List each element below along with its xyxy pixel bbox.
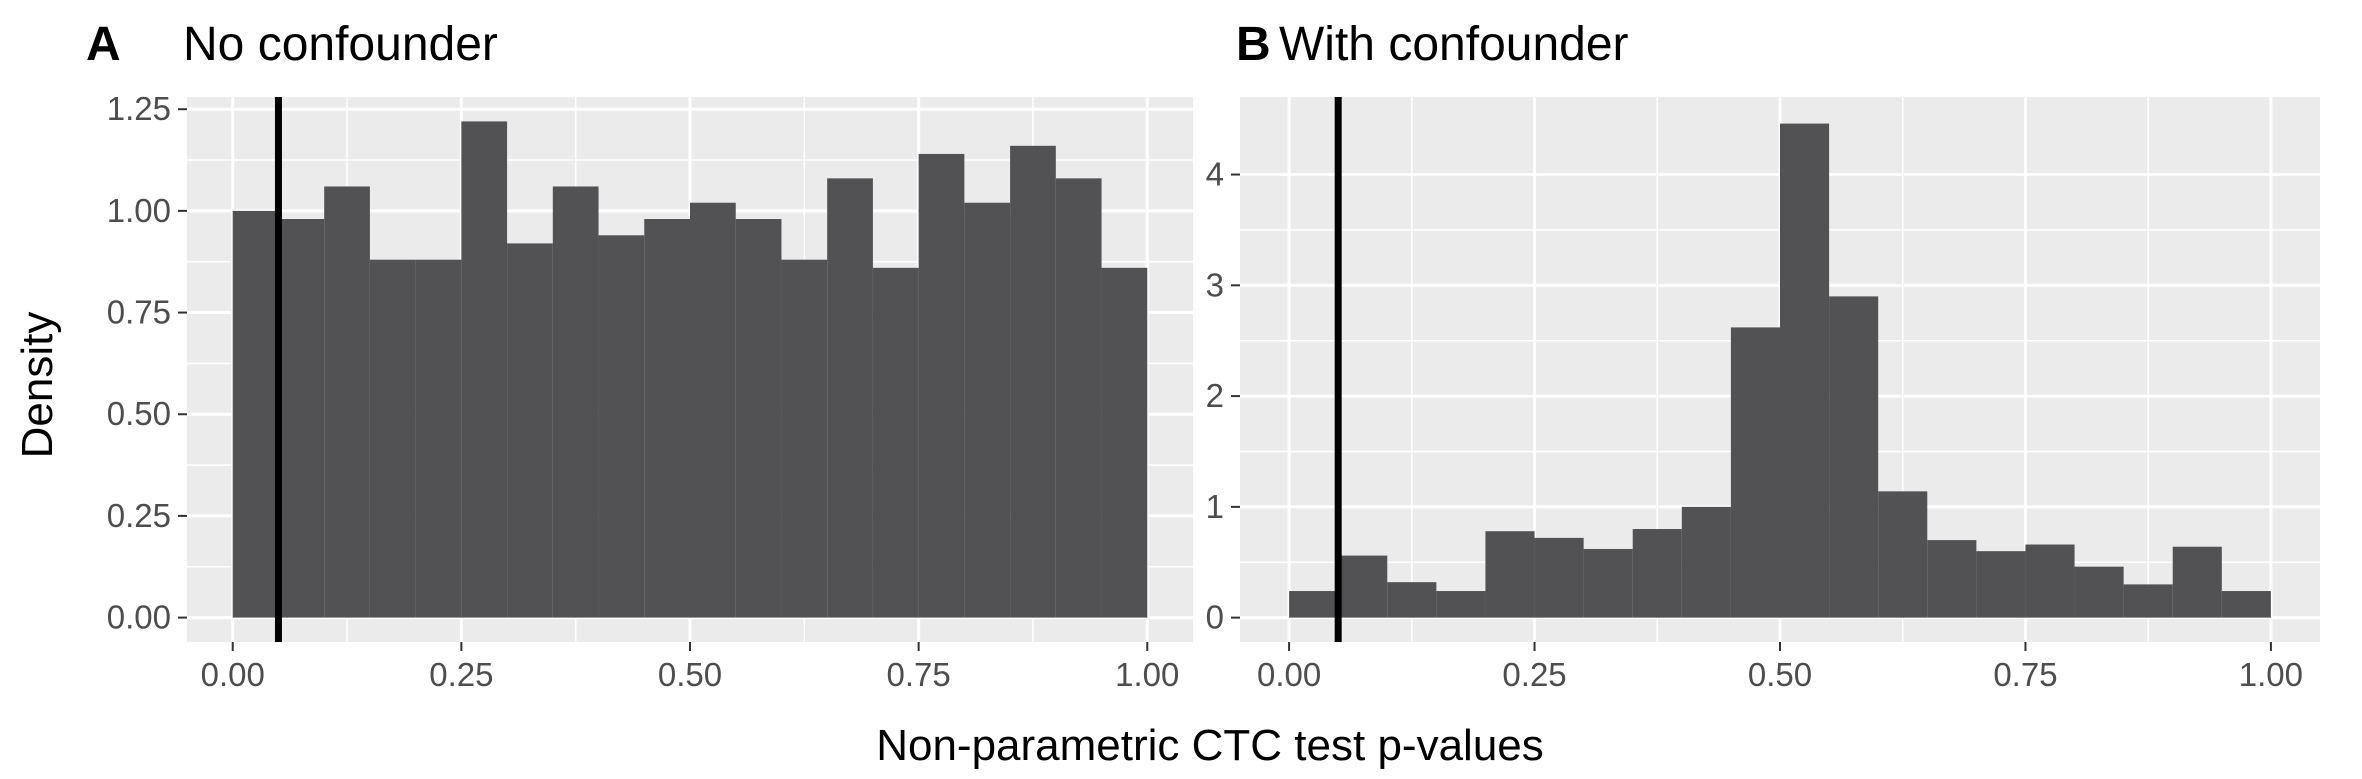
panel-b-tag: B xyxy=(1236,18,1271,71)
histogram-bar xyxy=(1055,178,1102,618)
histogram-bar xyxy=(1927,540,1977,618)
histogram-bar xyxy=(1632,529,1682,618)
y-tick-label: 1.25 xyxy=(107,90,171,127)
histogram-bar xyxy=(644,219,690,618)
x-axis-label: Non-parametric CTC test p-values xyxy=(876,721,1544,770)
histogram-bar xyxy=(1583,548,1633,618)
panel-b-title: With confounder xyxy=(1279,18,1629,71)
histogram-bar xyxy=(1780,123,1830,618)
panel-a-title: No confounder xyxy=(183,18,498,71)
y-tick-label: 2 xyxy=(1206,377,1224,414)
y-tick-label: 0.75 xyxy=(107,294,171,331)
histogram-bar xyxy=(918,153,965,618)
x-tick-label: 0.25 xyxy=(1502,656,1566,693)
x-tick-label: 0.50 xyxy=(1748,656,1812,693)
x-tick-label: 0.50 xyxy=(658,656,722,693)
histogram-bar xyxy=(827,178,873,618)
histogram-bar xyxy=(1976,551,2026,618)
histogram-bar xyxy=(2025,544,2075,618)
x-tick-label: 0.75 xyxy=(887,656,951,693)
x-tick-label: 0.25 xyxy=(429,656,493,693)
histogram-bar xyxy=(2221,591,2271,618)
histogram-bar xyxy=(1338,555,1388,618)
x-tick-label: 0.00 xyxy=(201,656,265,693)
panel-a: A No confounder 0.00 0.25 0.50 0.75 1.00 0.00… xyxy=(86,18,1193,693)
histogram-bar xyxy=(552,186,599,618)
histogram-bar xyxy=(1101,267,1148,618)
histogram-bar xyxy=(1436,591,1486,618)
histogram-bar xyxy=(324,186,370,618)
y-tick-label: 0 xyxy=(1206,599,1224,636)
histogram-bar xyxy=(964,202,1011,618)
x-tick-label: 0.00 xyxy=(1257,656,1321,693)
histogram-bar xyxy=(1681,506,1731,618)
histogram-bar xyxy=(1878,491,1928,618)
panel-b: B With confounder 0.00 0.25 0.50 0.75 1.00 0 1… xyxy=(1206,18,2320,693)
histogram-bar xyxy=(872,267,919,618)
histogram-bar xyxy=(1829,296,1879,618)
histogram-bar xyxy=(2172,546,2222,618)
histogram-bar xyxy=(507,243,553,618)
histogram-bar xyxy=(415,259,462,618)
histogram-bar xyxy=(2123,584,2173,618)
histogram-bar xyxy=(1289,591,1339,618)
panel-a-tag: A xyxy=(86,18,121,71)
histogram-bar xyxy=(1534,537,1584,618)
histogram-bar xyxy=(278,219,325,618)
y-tick-label: 4 xyxy=(1206,156,1224,193)
histogram-bar xyxy=(598,235,645,618)
histogram-bar xyxy=(1387,582,1437,618)
y-tick-label: 1 xyxy=(1206,488,1224,525)
histogram-bar xyxy=(1730,327,1780,618)
histogram-bar xyxy=(461,121,508,618)
x-tick-label: 1.00 xyxy=(2239,656,2303,693)
histogram-bar xyxy=(735,219,782,618)
histogram-bar xyxy=(781,259,828,618)
y-tick-label: 0.50 xyxy=(107,395,171,432)
histogram-bar xyxy=(690,202,736,618)
y-tick-label: 0.25 xyxy=(107,497,171,534)
histogram-bar xyxy=(1485,531,1535,618)
histogram-bar xyxy=(232,210,279,618)
x-tick-label: 1.00 xyxy=(1115,656,1179,693)
histogram-bar xyxy=(1010,145,1056,618)
histogram-bar xyxy=(369,259,416,618)
y-axis-label: Density xyxy=(13,312,62,459)
y-tick-label: 0.00 xyxy=(107,599,171,636)
histogram-bar xyxy=(2074,566,2124,618)
y-tick-label: 1.00 xyxy=(107,192,171,229)
y-tick-label: 3 xyxy=(1206,266,1224,303)
x-tick-label: 0.75 xyxy=(1993,656,2057,693)
